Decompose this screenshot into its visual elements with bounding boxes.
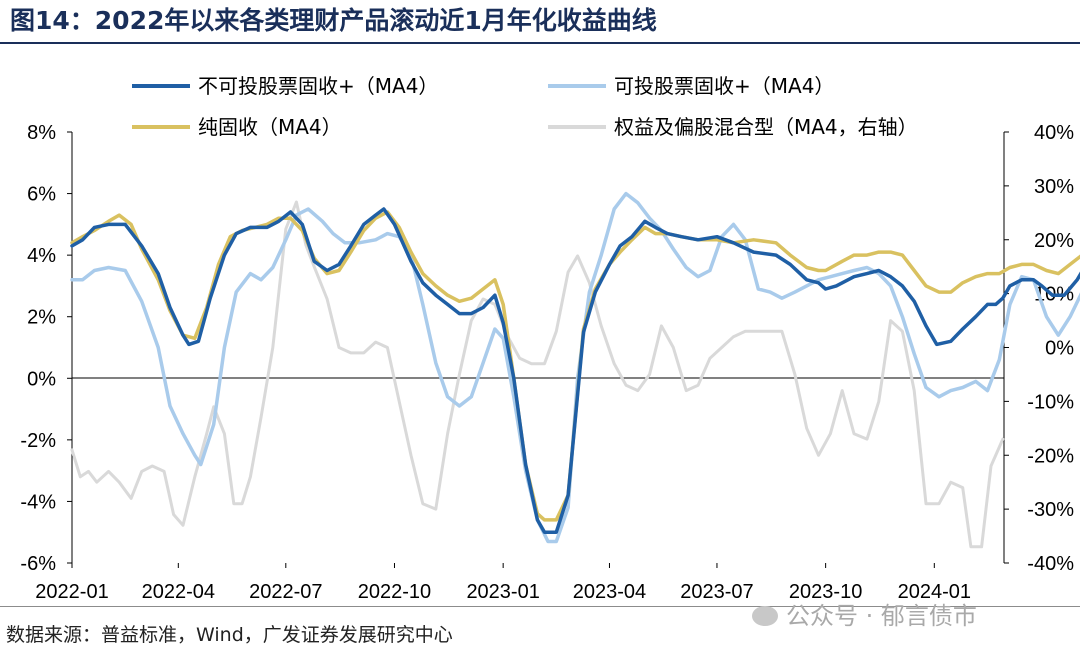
legend-label: 纯固收（MA4） xyxy=(198,115,342,139)
legend: 不可投股票固收+（MA4） 可投股票固收+（MA4） 纯固收（MA4） 权益及偏股混合… xyxy=(132,74,918,139)
x-tick-label: 2022-01 xyxy=(35,581,108,603)
y-left-tick-label: -4% xyxy=(20,491,56,513)
x-tick-label: 2024-01 xyxy=(898,581,971,603)
axes-layer: -6%-4%-2%0%2%4%6%8%-40%-30%-20%-10%0%10%… xyxy=(20,122,1074,603)
y-left-tick-label: 8% xyxy=(27,122,56,144)
y-left-tick-label: -2% xyxy=(20,430,56,452)
series-line-0 xyxy=(70,207,1080,534)
series-line-1 xyxy=(70,191,1080,544)
y-left-tick-label: -6% xyxy=(20,553,56,575)
y-left-tick-label: 6% xyxy=(27,184,56,206)
x-tick-label: 2023-07 xyxy=(680,581,753,603)
y-right-tick-label: -40% xyxy=(1027,553,1074,575)
series-line-3 xyxy=(70,200,1005,549)
x-tick-label: 2022-10 xyxy=(358,581,431,603)
legend-label: 可投股票固收+（MA4） xyxy=(614,74,834,98)
source-divider xyxy=(0,606,1080,607)
watermark-text: 公众号 · 郁言债市 xyxy=(786,602,977,630)
x-tick-label: 2022-04 xyxy=(142,581,215,603)
series-layer xyxy=(70,191,1080,549)
y-right-tick-label: 0% xyxy=(1045,338,1074,360)
y-left-tick-label: 0% xyxy=(27,368,56,390)
y-left-tick-label: 4% xyxy=(27,245,56,267)
y-right-tick-label: 40% xyxy=(1034,122,1074,144)
x-tick-label: 2022-07 xyxy=(249,581,322,603)
x-tick-label: 2023-10 xyxy=(789,581,862,603)
source-note: 数据来源：普益标准，Wind，广发证券发展研究中心 xyxy=(6,624,453,646)
legend-label: 权益及偏股混合型（MA4，右轴） xyxy=(614,115,918,139)
x-tick-label: 2023-01 xyxy=(466,581,539,603)
watermark: 公众号 · 郁言债市 xyxy=(752,596,977,631)
x-tick-label: 2023-04 xyxy=(573,581,646,603)
y-right-tick-label: -20% xyxy=(1027,445,1074,467)
legend-label: 不可投股票固收+（MA4） xyxy=(198,74,438,98)
title-divider xyxy=(0,42,1080,44)
y-right-tick-label: 30% xyxy=(1034,176,1074,198)
figure-title: 图14：2022年以来各类理财产品滚动近1月年化收益曲线 xyxy=(10,6,657,35)
y-left-tick-label: 2% xyxy=(27,307,56,329)
y-right-tick-label: -10% xyxy=(1027,391,1074,413)
y-right-tick-label: 20% xyxy=(1034,230,1074,252)
line-chart: -6%-4%-2%0%2%4%6%8%-40%-30%-20%-10%0%10%… xyxy=(20,74,1080,603)
wechat-icon xyxy=(752,606,778,626)
y-right-tick-label: -30% xyxy=(1027,499,1074,521)
